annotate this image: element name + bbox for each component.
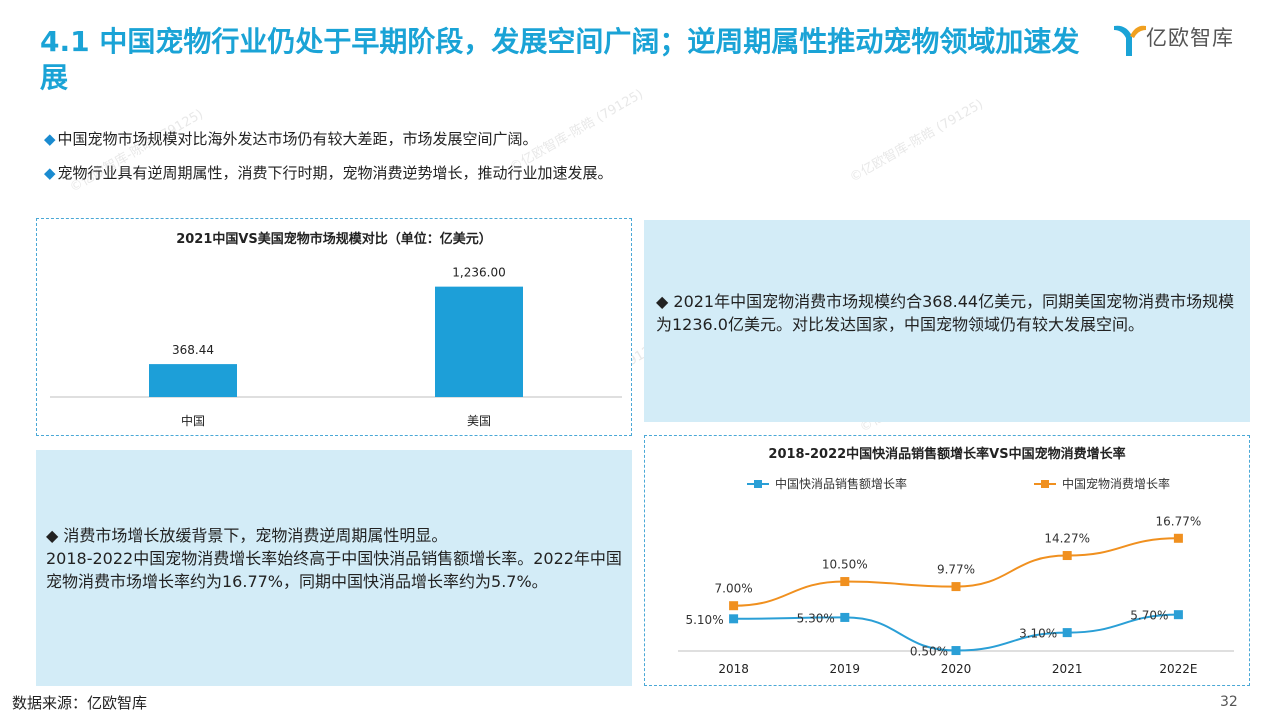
x-tick-label: 2022E [1159, 662, 1197, 676]
data-point [951, 646, 961, 656]
bullet-text: 中国宠物市场规模对比海外发达市场仍有较大差距，市场发展空间广阔。 [57, 130, 538, 148]
data-label: 3.10% [1019, 627, 1057, 641]
data-point [1173, 533, 1183, 543]
data-label: 14.27% [1044, 532, 1090, 546]
x-tick-label: 2019 [830, 662, 861, 676]
logo-icon [1114, 25, 1146, 56]
bar-chart-panel [36, 218, 632, 436]
bullet-item: ◆ 中国宠物市场规模对比海外发达市场仍有较大差距，市场发展空间广阔。 [44, 128, 613, 150]
note-text-2b: 2018-2022中国宠物消费增长率始终高于中国快消品销售额增长率。2022年中… [46, 549, 622, 591]
legend-label: 中国宠物消费增长率 [1062, 476, 1170, 491]
legend-label: 中国快消品销售额增长率 [775, 476, 907, 491]
x-tick-label: 美国 [467, 414, 491, 428]
line-chart-panel [644, 435, 1250, 686]
data-label: 0.50% [910, 645, 948, 659]
data-point [1173, 610, 1183, 620]
data-label: 1,236.00 [452, 266, 505, 280]
data-point [951, 582, 961, 592]
data-label: 7.00% [715, 582, 753, 596]
legend-marker [754, 480, 762, 488]
data-point [840, 577, 850, 587]
note-box-1 [644, 220, 1250, 422]
data-point [729, 614, 739, 624]
note-box-2 [36, 450, 632, 686]
diamond-icon: ◆ [44, 164, 56, 182]
note-text-1: ◆ 2021年中国宠物消费市场规模约合368.44亿美元，同期美国宠物消费市场规… [656, 292, 1235, 334]
data-label: 9.77% [937, 563, 975, 577]
diamond-icon: ◆ [44, 130, 56, 148]
bullet-list: ◆ 中国宠物市场规模对比海外发达市场仍有较大差距，市场发展空间广阔。 ◆ 宠物行业具… [44, 128, 613, 196]
data-label: 5.10% [685, 613, 723, 627]
page-title: 4.1 中国宠物行业仍处于早期阶段，发展空间广阔；逆周期属性推动宠物领域加速发展 [40, 25, 1080, 94]
data-point [729, 601, 739, 611]
x-tick-label: 中国 [181, 413, 205, 428]
data-label: 5.30% [797, 611, 835, 625]
watermark: ©亿欧智库-陈皓 (79125) [847, 96, 986, 186]
x-tick-label: 2021 [1052, 662, 1083, 676]
logo-text: 亿欧智库 [1146, 26, 1234, 50]
data-label: 16.77% [1156, 514, 1202, 528]
bar [149, 364, 237, 397]
data-point [1062, 551, 1072, 561]
x-tick-label: 2020 [941, 662, 972, 676]
bar-chart-title: 2021中国VS美国宠物市场规模对比（单位：亿美元） [176, 232, 492, 247]
line-chart-title: 2018-2022中国快消品销售额增长率VS中国宠物消费增长率 [768, 447, 1126, 462]
bullet-text: 宠物行业具有逆周期属性，消费下行时期，宠物消费逆势增长，推动行业加速发展。 [57, 164, 613, 182]
data-point [1062, 628, 1072, 638]
legend-marker [1041, 480, 1049, 488]
data-point [840, 612, 850, 622]
line-chart: 中国快消品销售额增长率 中国宠物消费增长率 2018 2019 2020 2021 2022… [678, 476, 1234, 676]
data-label: 5.70% [1130, 609, 1168, 623]
data-source: 数据来源：亿欧智库 [12, 694, 148, 712]
data-label: 368.44 [172, 343, 214, 357]
data-label: 10.50% [822, 558, 868, 572]
note-text-2a: ◆ 消费市场增长放缓背景下，宠物消费逆周期属性明显。 [46, 526, 448, 545]
bar-chart: 368.44 中国 1,236.00 美国 [50, 266, 622, 428]
x-tick-label: 2018 [718, 662, 749, 676]
bar [435, 286, 523, 397]
bullet-item: ◆ 宠物行业具有逆周期属性，消费下行时期，宠物消费逆势增长，推动行业加速发展。 [44, 162, 613, 184]
page-number: 32 [1220, 694, 1238, 710]
